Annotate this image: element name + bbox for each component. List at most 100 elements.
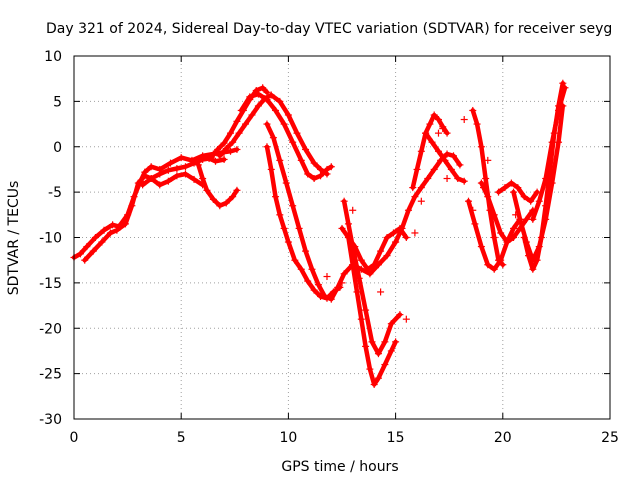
data-point	[209, 195, 217, 203]
data-point	[291, 256, 299, 264]
data-point	[128, 202, 136, 210]
series-arc19	[495, 179, 541, 205]
series-line	[341, 198, 403, 356]
data-point	[411, 193, 419, 201]
data-point	[207, 154, 215, 162]
data-point	[323, 273, 331, 281]
data-point	[109, 221, 117, 229]
data-point	[280, 120, 288, 128]
data-point	[139, 181, 147, 189]
data-point	[214, 145, 222, 153]
data-point	[227, 147, 235, 155]
series-arc7	[237, 90, 335, 183]
data-point	[199, 155, 207, 163]
series-arc22	[529, 84, 569, 223]
y-tick-label: -30	[39, 412, 62, 428]
data-point	[267, 165, 275, 173]
data-point	[141, 172, 149, 180]
data-point	[100, 226, 108, 234]
data-point	[454, 175, 462, 183]
data-point	[529, 215, 537, 223]
y-tick-label: 0	[53, 140, 62, 156]
data-point	[398, 224, 406, 232]
data-point	[227, 129, 235, 137]
data-point	[229, 193, 237, 201]
data-point	[368, 338, 376, 346]
data-point	[233, 117, 241, 125]
data-point	[512, 211, 520, 219]
data-point	[402, 234, 410, 241]
data-point	[477, 179, 485, 187]
data-point	[383, 252, 391, 260]
series-line	[82, 171, 205, 263]
data-point	[381, 338, 389, 346]
data-point	[263, 96, 271, 104]
data-point	[490, 234, 498, 241]
data-point	[297, 265, 305, 273]
data-point	[434, 129, 442, 137]
data-point	[147, 163, 155, 171]
data-point	[387, 320, 395, 328]
data-point	[535, 197, 543, 205]
data-point	[443, 175, 451, 183]
data-point	[377, 288, 385, 296]
data-point	[441, 156, 449, 164]
data-point	[353, 288, 361, 296]
data-point	[212, 157, 220, 165]
data-point	[177, 154, 185, 162]
data-point	[166, 159, 174, 167]
data-point	[263, 143, 271, 151]
data-point	[338, 224, 346, 232]
data-point	[222, 199, 230, 207]
data-point	[555, 106, 563, 114]
y-tick-label: -5	[48, 185, 62, 201]
data-point	[173, 172, 181, 180]
x-tick-label: 5	[177, 430, 186, 446]
data-point	[497, 256, 505, 264]
data-point	[259, 84, 267, 92]
data-point	[430, 165, 438, 173]
data-point	[366, 270, 374, 278]
data-point	[295, 224, 303, 232]
series-line	[71, 147, 240, 260]
data-point	[203, 186, 211, 194]
data-point	[469, 206, 477, 214]
series-line	[530, 85, 568, 222]
data-point	[533, 256, 541, 264]
y-tick-label: -20	[39, 321, 62, 337]
data-point	[490, 211, 498, 219]
series-arc20	[510, 102, 567, 264]
data-point	[473, 120, 481, 128]
data-point	[501, 184, 509, 192]
data-point	[147, 175, 155, 183]
data-point	[374, 350, 382, 358]
data-point	[113, 226, 121, 234]
data-point	[254, 90, 262, 98]
data-point	[304, 277, 312, 285]
data-point	[164, 166, 172, 174]
data-point	[222, 145, 230, 153]
data-point	[164, 177, 172, 185]
data-point	[338, 279, 346, 287]
data-point	[383, 234, 391, 241]
data-point	[334, 283, 342, 291]
y-axis-label: SDTVAR / TECUs	[6, 181, 22, 296]
x-tick-label: 10	[279, 430, 297, 446]
data-point	[525, 252, 533, 260]
data-point	[357, 315, 365, 323]
data-point	[280, 224, 288, 232]
data-point	[263, 88, 271, 96]
data-point	[220, 155, 228, 163]
data-point	[387, 347, 395, 355]
data-point	[404, 206, 412, 214]
data-point	[362, 306, 370, 314]
data-point	[89, 247, 97, 255]
data-point	[377, 247, 385, 255]
x-tick-label: 20	[494, 430, 512, 446]
data-point	[181, 170, 189, 178]
data-point	[293, 129, 301, 137]
series-arc15	[422, 129, 468, 185]
data-point	[497, 229, 505, 237]
data-point	[254, 102, 262, 110]
series-arc10	[344, 234, 400, 389]
